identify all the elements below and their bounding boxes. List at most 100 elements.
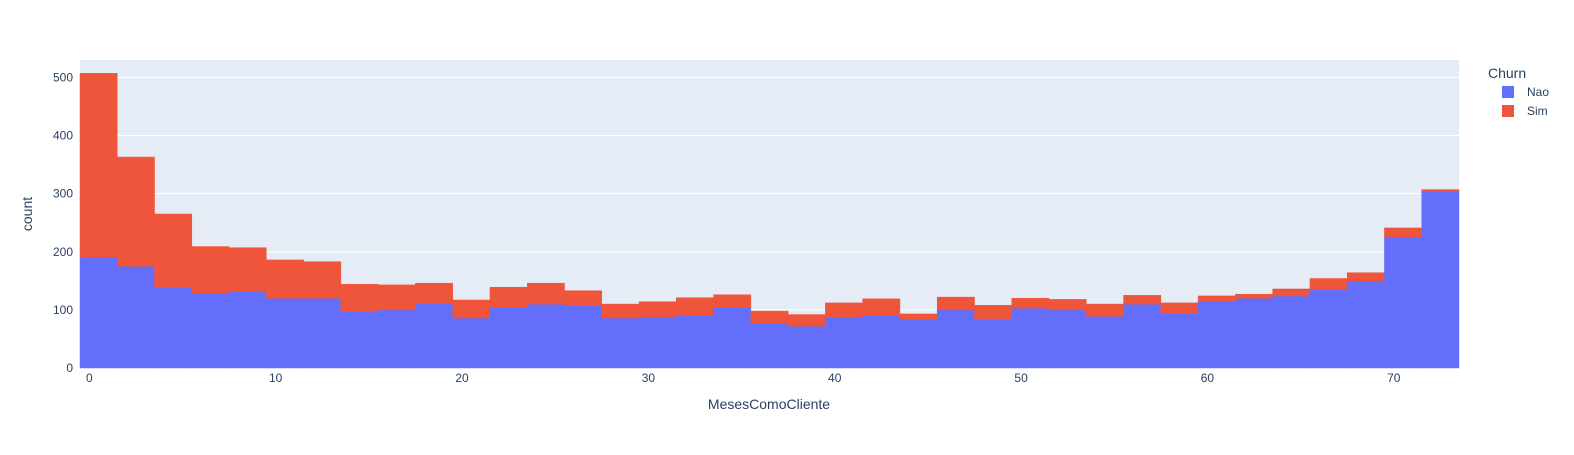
bar-nao-25 [1011,307,1050,369]
bar-nao-28 [1123,303,1162,369]
bar-sim-10 [452,299,491,319]
bar-sim-24 [974,304,1013,319]
bar-nao-31 [1235,298,1273,369]
bar-nao-3 [191,292,230,369]
y-axis-title: count [19,197,35,231]
bar-sim-16 [676,297,714,316]
bars [79,73,1460,369]
legend-label-sim: Sim [1527,104,1548,118]
bar-nao-15 [638,316,677,369]
bar-nao-13 [564,304,603,369]
bar-sim-18 [750,310,789,324]
bar-sim-27 [1086,303,1124,317]
x-tick-label-30: 30 [642,371,656,385]
bar-sim-17 [713,294,752,308]
x-tick-label-50: 50 [1014,371,1028,385]
bar-nao-1 [117,266,155,369]
bar-sim-26 [1048,299,1087,311]
bar-nao-33 [1309,288,1348,369]
bar-nao-27 [1086,316,1124,369]
bar-nao-8 [377,309,416,369]
bar-sim-22 [899,313,938,320]
bar-sim-0 [79,73,118,258]
bar-nao-7 [340,311,379,369]
bar-sim-11 [489,286,528,308]
y-axis-ticks: 0 100 200 300 400 500 [53,70,73,375]
bar-sim-5 [266,259,304,299]
bar-sim-29 [1160,302,1199,314]
y-tick-label-300: 300 [53,187,73,201]
bar-sim-2 [154,213,193,288]
bar-nao-22 [899,318,938,369]
bar-sim-8 [377,284,416,311]
bar-nao-17 [713,307,752,369]
bar-nao-32 [1272,295,1311,369]
y-tick-label-0: 0 [66,361,73,375]
bar-sim-12 [526,282,565,305]
bar-nao-24 [974,318,1013,369]
bar-sim-23 [936,296,975,311]
x-tick-label-60: 60 [1201,371,1215,385]
bar-sim-6 [303,261,342,299]
bar-sim-30 [1197,295,1236,303]
bar-nao-11 [489,307,528,369]
bar-nao-9 [415,303,453,369]
bar-nao-29 [1160,313,1199,369]
legend-item-sim[interactable]: Sim [1502,104,1548,118]
bar-nao-12 [526,303,565,369]
legend-swatch-sim [1502,105,1514,117]
x-tick-label-10: 10 [269,371,283,385]
bar-nao-10 [452,317,491,369]
bar-nao-5 [266,298,304,369]
y-tick-label-500: 500 [53,70,73,84]
bar-sim-21 [862,298,901,316]
bar-nao-26 [1048,309,1087,369]
bar-nao-2 [154,286,193,369]
bar-sim-3 [191,246,230,294]
bar-nao-16 [676,314,714,369]
bar-sim-31 [1235,293,1273,299]
bar-sim-25 [1011,298,1050,309]
bar-sim-33 [1309,278,1348,290]
bar-nao-23 [936,309,975,369]
bar-nao-21 [862,314,901,369]
x-tick-label-20: 20 [455,371,469,385]
y-tick-label-100: 100 [53,303,73,317]
bar-sim-32 [1272,288,1311,297]
bar-nao-36 [1421,191,1460,369]
bar-nao-4 [228,291,267,369]
bar-nao-34 [1346,280,1385,369]
x-tick-label-40: 40 [828,371,842,385]
legend-swatch-nao [1502,86,1514,98]
legend: Churn Nao Sim [1488,65,1549,118]
bar-sim-19 [787,314,826,327]
bar-sim-7 [340,284,379,312]
bar-nao-30 [1197,301,1236,369]
bar-nao-35 [1384,236,1422,369]
legend-title: Churn [1488,65,1526,81]
x-axis-ticks: 0 10 20 30 40 50 60 70 [86,371,1401,385]
x-tick-label-0: 0 [86,371,93,385]
bar-sim-4 [228,247,267,292]
legend-label-nao: Nao [1527,85,1549,99]
bar-sim-13 [564,290,603,306]
bar-nao-18 [750,323,789,369]
bar-nao-20 [825,317,863,369]
bar-sim-35 [1384,227,1422,237]
bar-sim-20 [825,302,863,318]
bar-nao-6 [303,298,342,369]
bar-sim-1 [117,156,155,267]
bar-sim-28 [1123,295,1162,305]
x-axis-title: MesesComoCliente [708,396,830,412]
bar-sim-14 [601,303,640,319]
bar-sim-36 [1421,189,1460,192]
bar-nao-19 [787,325,826,369]
y-tick-label-200: 200 [53,245,73,259]
bar-sim-15 [638,301,677,318]
x-tick-label-70: 70 [1387,371,1401,385]
bar-nao-0 [79,256,118,369]
bar-sim-34 [1346,272,1385,282]
legend-item-nao[interactable]: Nao [1502,85,1549,99]
y-tick-label-400: 400 [53,129,73,143]
